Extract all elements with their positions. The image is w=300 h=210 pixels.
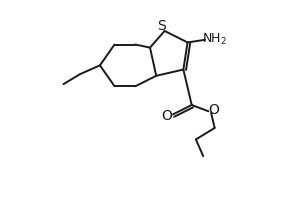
Text: O: O — [161, 109, 172, 123]
Text: O: O — [208, 103, 219, 117]
Text: S: S — [157, 19, 166, 33]
Text: NH$_2$: NH$_2$ — [202, 32, 227, 47]
